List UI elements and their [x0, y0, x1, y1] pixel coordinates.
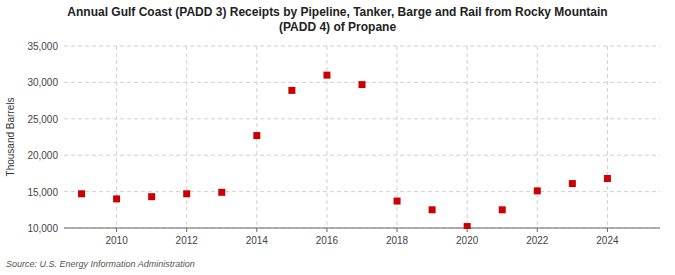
- x-tick: [116, 228, 117, 232]
- x-tick-label: 2016: [316, 235, 339, 246]
- title-line: Annual Gulf Coast (PADD 3) Receipts by P…: [67, 5, 607, 19]
- x-tick-label: 2010: [105, 235, 128, 246]
- x-tick: [186, 228, 187, 232]
- chart: Annual Gulf Coast (PADD 3) Receipts by P…: [0, 0, 675, 275]
- point: [113, 195, 120, 202]
- y-tick-label: 25,000: [27, 114, 58, 125]
- point: [604, 175, 611, 182]
- grid-line-y: [64, 155, 660, 156]
- points: [78, 72, 611, 229]
- grid-line-y: [64, 191, 660, 192]
- point: [534, 187, 541, 194]
- grid-line-y: [64, 228, 660, 229]
- grid-line-x: [537, 46, 538, 228]
- title-line: (PADD 4) of Propane: [279, 20, 396, 34]
- x-tick: [607, 228, 608, 232]
- y-tick-label: 35,000: [27, 41, 58, 52]
- point: [288, 87, 295, 94]
- point: [464, 223, 471, 229]
- y-tick-label: 20,000: [27, 150, 58, 161]
- point: [569, 180, 576, 187]
- grid: [64, 46, 660, 228]
- point: [253, 132, 260, 139]
- x-tick-label: 2014: [246, 235, 269, 246]
- point: [394, 198, 401, 205]
- x-tick-label: 2012: [176, 235, 199, 246]
- x-tick-label: 2022: [526, 235, 549, 246]
- point: [218, 189, 225, 196]
- y-tick-label: 15,000: [27, 187, 58, 198]
- x-tick-label: 2020: [456, 235, 479, 246]
- title: Annual Gulf Coast (PADD 3) Receipts by P…: [67, 5, 607, 34]
- x-tick: [397, 228, 398, 232]
- x-tick: [537, 228, 538, 232]
- y-tick-label: 10,000: [27, 223, 58, 234]
- point: [499, 206, 506, 213]
- grid-line-x: [467, 46, 468, 228]
- x-tick-label: 2018: [386, 235, 409, 246]
- point: [78, 190, 85, 197]
- source: Source: U.S. Energy Information Administ…: [6, 259, 195, 269]
- background: [0, 0, 675, 275]
- grid-line-x: [607, 46, 608, 228]
- point: [183, 190, 190, 197]
- x-tick-label: 2024: [596, 235, 619, 246]
- grid-line-y: [64, 118, 660, 119]
- point: [323, 72, 330, 79]
- x-tick: [326, 228, 327, 232]
- x-axis-line: [64, 228, 660, 229]
- y-axis-label: Thousand Barrels: [5, 98, 16, 177]
- point: [429, 206, 436, 213]
- grid-line-x: [186, 46, 187, 228]
- x-tick: [256, 228, 257, 232]
- grid-line-y: [64, 46, 660, 47]
- point: [148, 193, 155, 200]
- y-tick-label: 30,000: [27, 77, 58, 88]
- point: [359, 81, 366, 88]
